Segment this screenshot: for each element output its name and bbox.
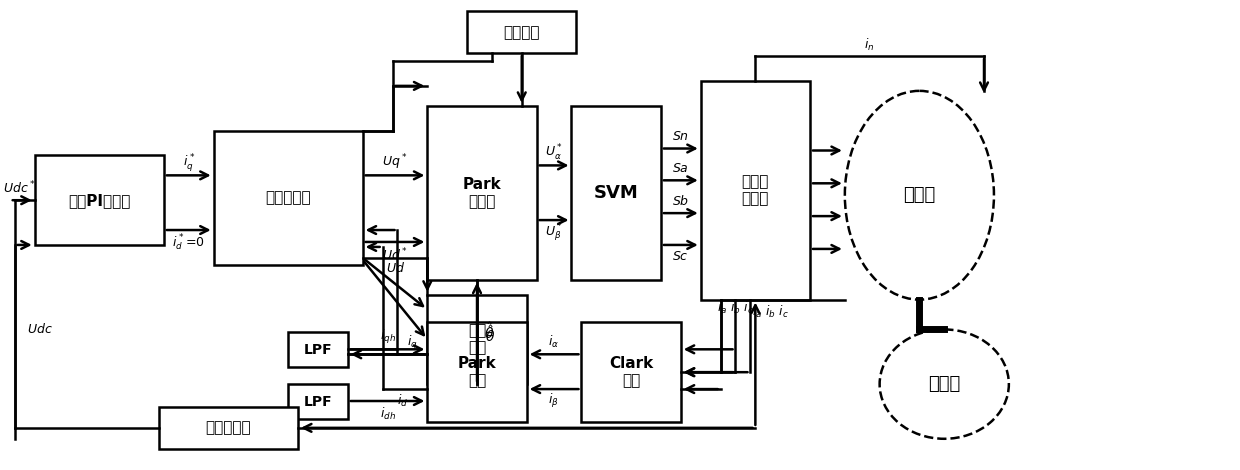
Text: $i_n$: $i_n$ — [864, 37, 875, 53]
Text: $i_\beta$: $i_\beta$ — [548, 392, 559, 410]
Ellipse shape — [844, 91, 994, 299]
Text: $i_a\ i_b\ i_c$: $i_a\ i_b\ i_c$ — [717, 299, 754, 316]
Bar — [428, 295, 527, 384]
Text: $U_\alpha^*$: $U_\alpha^*$ — [544, 142, 563, 163]
Text: $i_d$: $i_d$ — [397, 393, 408, 409]
Bar — [467, 11, 577, 53]
Bar — [159, 407, 298, 449]
Text: 高频信号: 高频信号 — [503, 25, 539, 39]
Text: $i_{dh}$: $i_{dh}$ — [379, 406, 396, 422]
Text: 原动机: 原动机 — [928, 375, 960, 393]
Text: Clark
变换: Clark 变换 — [609, 356, 653, 388]
Bar — [288, 332, 347, 367]
Text: 发电机: 发电机 — [903, 186, 935, 204]
Text: Park
反变换: Park 反变换 — [463, 177, 501, 209]
Text: $i_d^*\!=\!0$: $i_d^*\!=\!0$ — [172, 233, 206, 253]
Bar — [428, 322, 527, 422]
Bar — [572, 106, 661, 280]
Text: LPF: LPF — [304, 343, 332, 357]
Text: 模糊PI调节器: 模糊PI调节器 — [68, 193, 130, 208]
Text: $\hat{\theta}$: $\hat{\theta}$ — [484, 321, 494, 342]
Text: SVM: SVM — [594, 184, 639, 202]
Text: 预测控制器: 预测控制器 — [265, 190, 311, 205]
Text: $i_q$: $i_q$ — [407, 334, 418, 352]
Text: Park
变换: Park 变换 — [458, 356, 496, 388]
Bar — [35, 156, 164, 245]
Text: 四桥臂
变换器: 四桥臂 变换器 — [742, 174, 769, 206]
Text: $i_q^*$: $i_q^*$ — [182, 152, 195, 174]
Text: $Udc^*$: $Udc^*$ — [2, 180, 35, 196]
Text: LPF: LPF — [304, 394, 332, 408]
Text: $Sa$: $Sa$ — [672, 162, 689, 175]
Ellipse shape — [879, 329, 1009, 439]
Text: $i_{qh}$: $i_{qh}$ — [379, 329, 396, 346]
Bar — [701, 81, 810, 299]
Bar — [428, 106, 537, 280]
Text: $Sc$: $Sc$ — [672, 251, 689, 263]
Text: $Sb$: $Sb$ — [672, 194, 689, 208]
Bar — [288, 384, 347, 419]
Text: $U_\beta^*$: $U_\beta^*$ — [544, 222, 563, 244]
Text: $Uq^*$: $Uq^*$ — [382, 153, 407, 172]
Text: $Sn$: $Sn$ — [672, 130, 689, 143]
Text: $\hat{\theta}$: $\hat{\theta}$ — [485, 324, 495, 345]
Text: 电压检测器: 电压检测器 — [206, 420, 252, 435]
Text: $i_a\ i_b\ i_c$: $i_a\ i_b\ i_c$ — [751, 304, 789, 320]
Bar — [213, 131, 363, 265]
Text: 信号
处理: 信号 处理 — [467, 323, 486, 356]
Bar — [582, 322, 681, 422]
Text: $i_\alpha$: $i_\alpha$ — [548, 334, 559, 351]
Text: $Ud^*$: $Ud^*$ — [382, 247, 408, 263]
Text: $Udc$: $Udc$ — [27, 322, 52, 337]
Text: $Ud$: $Ud$ — [386, 261, 405, 275]
